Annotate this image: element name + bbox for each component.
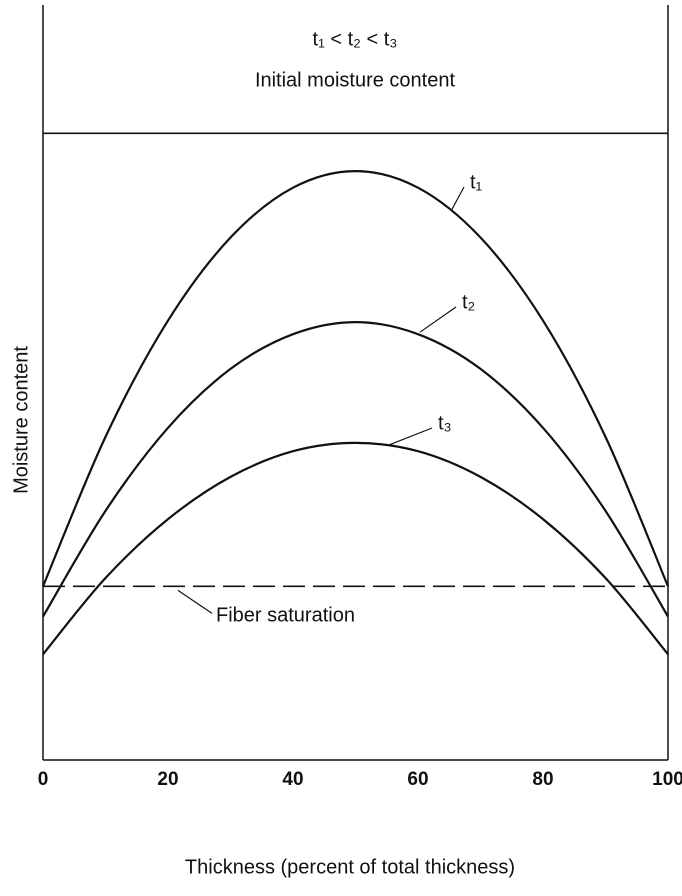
curve xyxy=(42,441,669,655)
x-tick-label: 0 xyxy=(38,769,49,790)
x-tick-label: 80 xyxy=(532,769,553,790)
x-tick-label: 100 xyxy=(652,769,682,790)
reference-label: Fiber saturation xyxy=(216,605,355,627)
reference-label: Initial moisture content xyxy=(255,70,456,92)
chart-title: t₁ < t₂ < t₃ xyxy=(313,28,398,50)
x-tick-label: 40 xyxy=(282,769,303,790)
series-label: t₂ xyxy=(462,291,475,313)
leader-line xyxy=(177,589,213,614)
curve xyxy=(42,320,669,618)
curve xyxy=(41,169,670,587)
leader-line xyxy=(388,427,433,446)
y-axis-label: Moisture content xyxy=(10,346,32,494)
x-axis-label: Thickness (percent of total thickness) xyxy=(185,856,515,878)
x-tick-label: 20 xyxy=(157,769,178,790)
leader-line xyxy=(450,186,465,211)
leader-line xyxy=(419,306,457,333)
series-label: t₁ xyxy=(470,171,483,193)
series-label: t₃ xyxy=(438,412,452,434)
x-tick-label: 60 xyxy=(407,769,428,790)
